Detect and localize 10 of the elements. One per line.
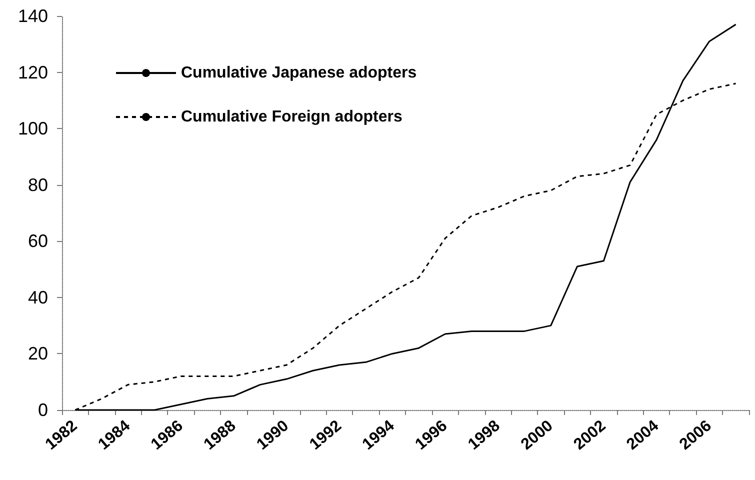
legend-label: Cumulative Japanese adopters: [181, 64, 417, 82]
y-tick-label: 20: [28, 344, 48, 364]
legend-label: Cumulative Foreign adopters: [181, 108, 402, 126]
y-tick-label: 40: [28, 287, 48, 308]
y-tick-label: 60: [28, 231, 48, 252]
y-tick-label: 140: [18, 6, 48, 26]
y-tick-label: 80: [28, 174, 48, 195]
y-tick-label: 100: [18, 118, 48, 139]
y-tick-label: 0: [38, 400, 48, 420]
y-tick-label: 120: [18, 62, 48, 82]
